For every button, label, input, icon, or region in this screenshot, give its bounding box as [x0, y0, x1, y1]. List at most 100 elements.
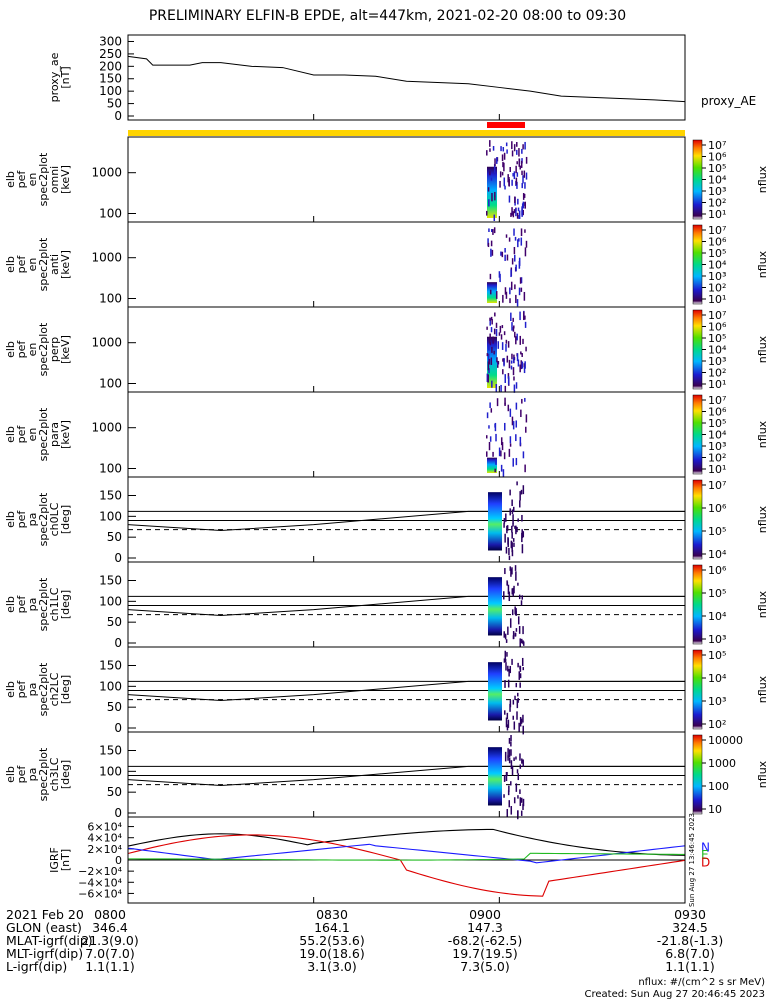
colorbar-tick-label: 10² — [708, 718, 726, 731]
spectrogram-pixel — [499, 273, 501, 283]
colorbar — [692, 479, 703, 560]
spectrogram-pixel — [486, 353, 489, 357]
spectrogram-pixel — [491, 249, 494, 256]
colorbar-tick-label: 10⁶ — [708, 564, 727, 577]
pitch-angle-pixel — [520, 718, 523, 724]
spectrogram-pixel — [516, 142, 518, 147]
pitch-angle-pixel — [513, 757, 515, 761]
y-axis-label-line: para — [48, 422, 61, 447]
footer-row-value: 55.2(53.6) — [299, 933, 365, 948]
spectrogram-pixel — [508, 177, 510, 186]
pitch-angle-pixel — [517, 795, 519, 799]
colorbar-label: nflux — [756, 420, 769, 448]
pitch-angle-pixel — [511, 567, 513, 575]
colorbar-tick-label: 10⁵ — [708, 649, 726, 662]
footer-created: Created: Sun Aug 27 20:46:45 2023 — [584, 989, 765, 1000]
y-axis-label-line: spec2plot — [37, 407, 50, 461]
pitch-angle-pixel — [505, 546, 508, 554]
colorbar-tick-label: 10⁷ — [708, 394, 726, 407]
pitch-angle-pixel — [503, 775, 506, 782]
spectrogram-pixel — [515, 457, 518, 466]
spectrogram-pixel — [518, 148, 520, 157]
spectrogram-pixel — [490, 357, 493, 365]
pitch-angle-pixel — [507, 665, 509, 672]
pitch-angle-pixel — [506, 724, 509, 731]
spectrogram-pixel — [512, 173, 514, 177]
spectrogram-pixel — [522, 451, 525, 459]
pitch-angle-pixel — [504, 633, 507, 640]
spectrogram-pixel — [515, 336, 517, 345]
spectrogram-pixel — [490, 327, 493, 333]
spectrogram-pixel — [518, 215, 520, 219]
footer-units: nflux: #/(cm^2 s sr MeV) — [638, 977, 765, 988]
y-axis-label-line: pa — [26, 768, 39, 782]
colorbar-tick-label: 10⁴ — [708, 259, 727, 272]
legend-n: N — [701, 841, 710, 855]
colorbar-tick-label: 10000 — [708, 734, 743, 747]
y-tick-label: 1000 — [91, 251, 122, 265]
spectrogram-pixel — [520, 228, 523, 237]
spectrogram-pixel — [494, 468, 496, 473]
spectrogram-pixel — [503, 357, 505, 367]
pitch-angle-pixel — [517, 697, 519, 703]
pitch-angle-pixel — [504, 650, 507, 661]
spectrogram-pixel — [511, 258, 514, 265]
y-tick-label: 50 — [107, 615, 122, 629]
spectrogram-pixel — [495, 322, 498, 328]
spectrogram-pixel — [495, 433, 497, 442]
pitch-angle-pixel — [503, 522, 505, 528]
colorbar-tick-label: 10 — [708, 803, 722, 816]
pitch-angle-pixel — [509, 618, 512, 628]
y-tick-label: 50 — [107, 97, 122, 111]
spectrogram-pixel — [496, 398, 499, 407]
colorbar-tick-label: 10² — [708, 452, 726, 465]
pitch-angle-pixel — [510, 749, 512, 756]
spectrogram-pixel — [510, 365, 513, 370]
y-axis-label-line: pef — [15, 170, 28, 189]
y-axis-label-line: elb — [4, 681, 17, 698]
colorbar-tick-label: 10⁵ — [708, 417, 726, 430]
y-tick-label: 4×10⁴ — [87, 832, 122, 845]
y-tick-label: 2×10⁴ — [87, 843, 122, 856]
colorbar-tick-label: 10¹ — [708, 463, 726, 476]
footer-row-value: -68.2(-62.5) — [447, 933, 523, 948]
spectrogram-pixel — [490, 248, 492, 257]
spectrogram-pixel — [503, 452, 506, 460]
spectrogram-pixel — [519, 165, 521, 170]
footer-row-value: 1.1(1.1) — [665, 959, 715, 974]
spectrogram-pixel — [525, 346, 527, 352]
y-axis-label-line: IGRF — [48, 847, 61, 873]
panel-frame — [127, 476, 686, 563]
y-axis-label-line: pef — [15, 510, 28, 529]
pitch-angle-pixel — [506, 771, 508, 776]
colorbar-tick-label: 10³ — [708, 440, 726, 453]
spectrogram-pixel — [500, 450, 502, 457]
pitch-angle-pixel — [503, 794, 505, 798]
y-axis-label-line: proxy_ae — [48, 52, 61, 102]
y-tick-label: 100 — [99, 292, 122, 306]
pitch-angle-pixel — [519, 797, 522, 806]
loss-cone-curve — [127, 765, 685, 787]
y-axis-label-line: [deg] — [59, 505, 72, 534]
pitch-angle-pixel — [505, 513, 507, 522]
y-tick-label: 100 — [99, 594, 122, 608]
y-axis-label-line: pef — [15, 340, 28, 359]
pitch-angle-pixel — [517, 582, 519, 586]
spectrogram-pixel — [521, 206, 523, 216]
y-tick-label: 50 — [107, 530, 122, 544]
spectrogram-pixel — [489, 140, 491, 147]
spectrogram-pixel — [513, 228, 515, 236]
spectrogram-pixel — [517, 198, 519, 205]
pitch-angle-pixel — [516, 526, 518, 533]
spectrogram-pixel — [523, 193, 526, 198]
pitch-angle-pixel — [511, 609, 514, 616]
spectrogram-pixel — [504, 185, 506, 190]
y-tick-label: 100 — [99, 207, 122, 221]
spectrogram-pixel — [493, 227, 496, 234]
spectrogram-pixel — [515, 208, 517, 217]
spectrogram-pixel — [507, 373, 510, 379]
colorbar-tick-label: 10³ — [708, 270, 726, 283]
